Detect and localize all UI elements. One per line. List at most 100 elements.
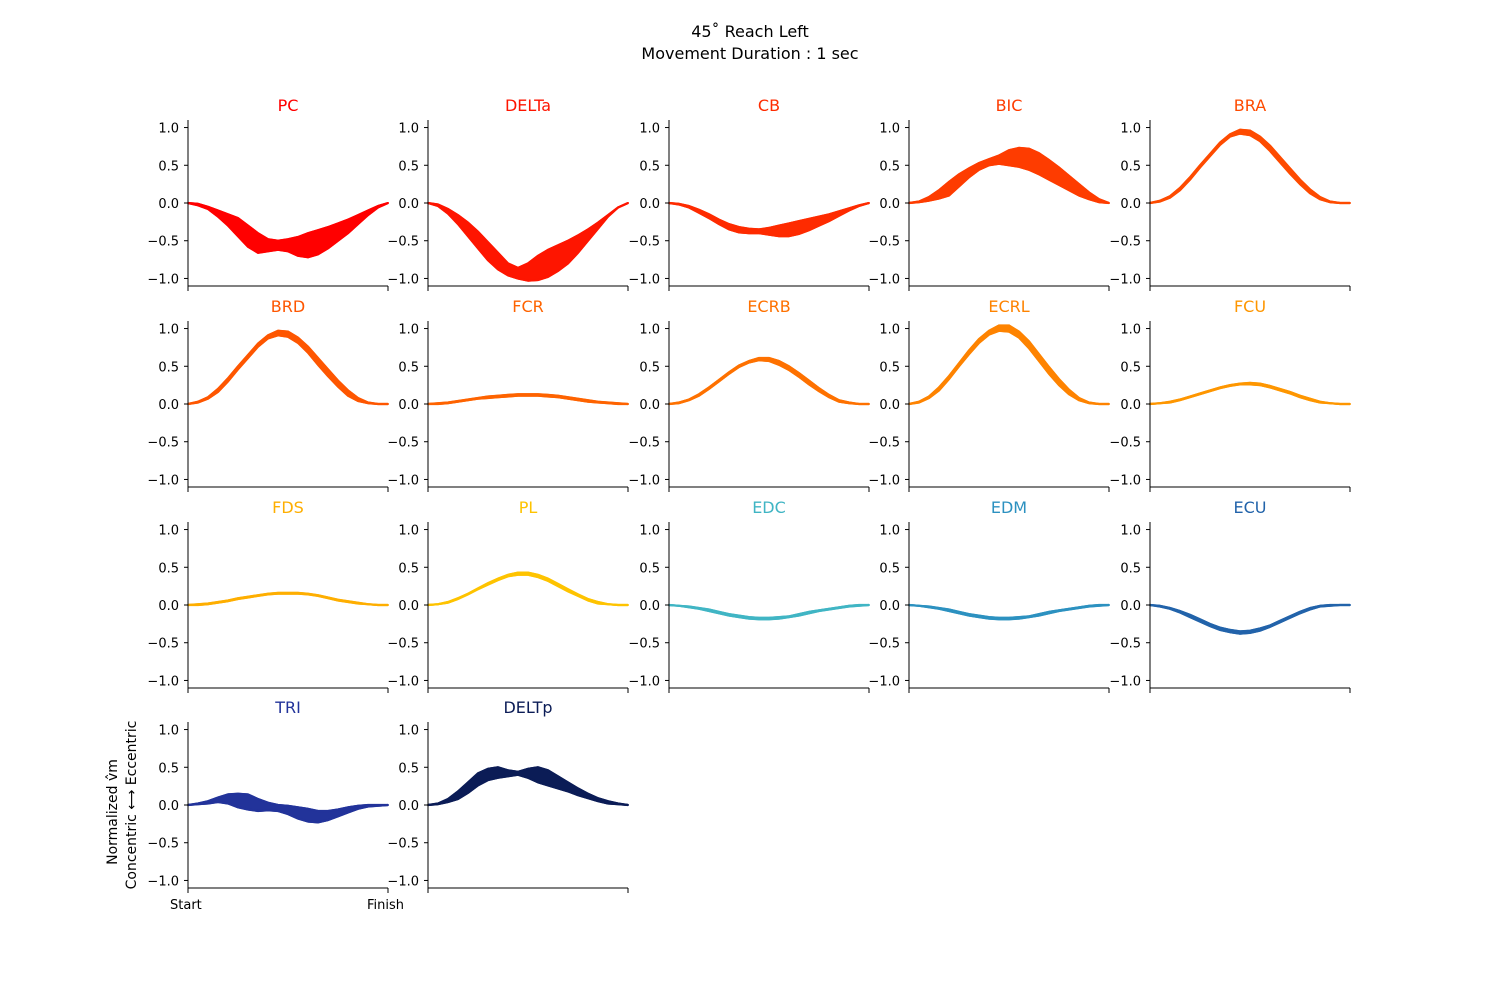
subplot-edc: 1.0 0.5 0.0 −0.5 −1.0 EDC (628, 498, 870, 693)
y-tick-label: −0.5 (147, 235, 179, 250)
subplot-title-bra: BRA (1234, 96, 1266, 115)
trajectory-edge-lower-pl (427, 573, 628, 607)
trajectory-edge-lower-brd (187, 334, 388, 406)
y-tick-label: 0.0 (639, 398, 660, 413)
subplot-title-bic: BIC (996, 96, 1023, 115)
y-tick-label: 1.0 (1120, 323, 1141, 338)
subplot-pl: 1.0 0.5 0.0 −0.5 −1.0 PL (387, 498, 629, 693)
trajectory-edge-lower-fds (188, 592, 388, 607)
chart-title: 45˚ Reach Left (691, 22, 809, 41)
y-tick-label: 0.0 (639, 197, 660, 212)
y-tick-label: 1.0 (158, 323, 179, 338)
subplot-fcr: 1.0 0.5 0.0 −0.5 −1.0 FCR (387, 297, 629, 492)
y-tick-label: 0.5 (398, 360, 419, 375)
y-tick-label: −0.5 (147, 637, 179, 652)
y-tick-label: 0.0 (398, 799, 419, 814)
subplot-brd: 1.0 0.5 0.0 −0.5 −1.0 BRD (147, 297, 389, 492)
y-tick-label: −0.5 (387, 235, 419, 250)
y-tick-label: −0.5 (628, 436, 660, 451)
y-tick-label: 0.0 (1120, 398, 1141, 413)
y-tick-label: 1.0 (158, 724, 179, 739)
subplot-delta: 1.0 0.5 0.0 −0.5 −1.0 DELTa (387, 96, 629, 291)
y-tick-label: 0.5 (158, 159, 179, 174)
subplot-title-edm: EDM (991, 498, 1027, 517)
subplot-title-deltp: DELTp (503, 698, 552, 717)
y-tick-label: 0.0 (1120, 197, 1141, 212)
trajectory-edge-upper-brd (187, 329, 388, 406)
y-tick-label: −0.5 (387, 637, 419, 652)
y-tick-label: −0.5 (1109, 235, 1141, 250)
y-tick-label: 1.0 (398, 724, 419, 739)
trajectory-edge-upper-ecrl (908, 324, 1109, 406)
y-tick-label: −1.0 (147, 674, 179, 689)
y-tick-label: 0.0 (158, 799, 179, 814)
trajectory-edge-lower-edc (668, 603, 870, 621)
trajectory-edge-lower-fcu (1149, 383, 1350, 406)
y-tick-label: −0.5 (147, 837, 179, 852)
y-tick-label: 1.0 (398, 524, 419, 539)
y-tick-label: 1.0 (639, 524, 660, 539)
trajectory-edge-lower-delta (427, 201, 629, 282)
trajectory-edge-upper-bic (908, 146, 1110, 205)
y-tick-label: 0.0 (879, 197, 900, 212)
trajectory-edge-lower-tri (187, 800, 389, 824)
y-tick-label: 0.0 (879, 398, 900, 413)
x-tick-label-finish: Finish (367, 898, 405, 913)
subplot-title-delta: DELTa (505, 96, 551, 115)
trajectory-edge-upper-ecrb (668, 356, 869, 406)
y-tick-label: 1.0 (639, 122, 660, 137)
subplot-bra: 1.0 0.5 0.0 −0.5 −1.0 BRA (1109, 96, 1351, 291)
trajectory-edge-lower-deltp (427, 773, 629, 807)
x-tick-label-start: Start (170, 898, 202, 913)
y-tick-label: 0.5 (879, 159, 900, 174)
y-tick-label: 0.5 (639, 561, 660, 576)
subplot-title-cb: CB (758, 96, 780, 115)
y-tick-label: −1.0 (868, 674, 900, 689)
y-tick-label: −0.5 (1109, 436, 1141, 451)
y-tick-label: 0.5 (1120, 561, 1141, 576)
subplot-title-pc: PC (278, 96, 299, 115)
y-tick-label: 0.5 (158, 761, 179, 776)
subplot-title-ecrl: ECRL (988, 297, 1029, 316)
trajectory-edge-lower-bic (908, 162, 1110, 205)
subplot-title-fds: FDS (272, 498, 304, 517)
y-tick-label: −1.0 (1109, 473, 1141, 488)
subplot-bic: 1.0 0.5 0.0 −0.5 −1.0 BIC (868, 96, 1110, 291)
subplot-fcu: 1.0 0.5 0.0 −0.5 −1.0 FCU (1109, 297, 1351, 492)
y-tick-label: 0.5 (1120, 159, 1141, 174)
y-tick-label: 1.0 (158, 524, 179, 539)
trajectory-edge-lower-bra (1149, 132, 1350, 205)
y-tick-label: 0.5 (639, 159, 660, 174)
trajectory-edge-upper-delta (427, 201, 629, 270)
trajectory-edge-lower-ecrl (908, 329, 1109, 406)
y-tick-label: 0.0 (158, 599, 179, 614)
y-tick-label: 0.0 (1120, 599, 1141, 614)
y-tick-label: 1.0 (879, 323, 900, 338)
y-tick-label: −0.5 (387, 436, 419, 451)
y-tick-label: 1.0 (398, 122, 419, 137)
trajectory-band-cb (668, 202, 870, 238)
trajectory-edge-lower-edm (908, 603, 1110, 621)
y-tick-label: −1.0 (628, 473, 660, 488)
trajectory-edge-upper-cb (668, 201, 870, 231)
subplot-title-pl: PL (519, 498, 538, 517)
y-tick-label: 1.0 (879, 122, 900, 137)
subplot-ecrl: 1.0 0.5 0.0 −0.5 −1.0 ECRL (868, 297, 1110, 492)
y-tick-label: 0.5 (879, 360, 900, 375)
trajectory-band-ecrl (908, 324, 1110, 405)
y-tick-label: −1.0 (147, 874, 179, 889)
y-tick-label: 0.0 (398, 599, 419, 614)
trajectory-edge-lower-cb (668, 201, 870, 238)
trajectory-edge-upper-bra (1149, 128, 1350, 205)
trajectory-band-ecu (1149, 604, 1351, 635)
y-tick-label: 0.5 (158, 561, 179, 576)
trajectory-band-bra (1149, 128, 1351, 204)
y-tick-label: −1.0 (147, 272, 179, 287)
y-tick-label: −1.0 (387, 473, 419, 488)
subplot-cb: 1.0 0.5 0.0 −0.5 −1.0 CB (628, 96, 870, 291)
trajectory-edge-lower-ecu (1149, 603, 1350, 635)
y-tick-label: 0.5 (879, 561, 900, 576)
y-tick-label: 0.0 (158, 398, 179, 413)
y-tick-label: −1.0 (868, 473, 900, 488)
y-tick-label: −1.0 (1109, 674, 1141, 689)
